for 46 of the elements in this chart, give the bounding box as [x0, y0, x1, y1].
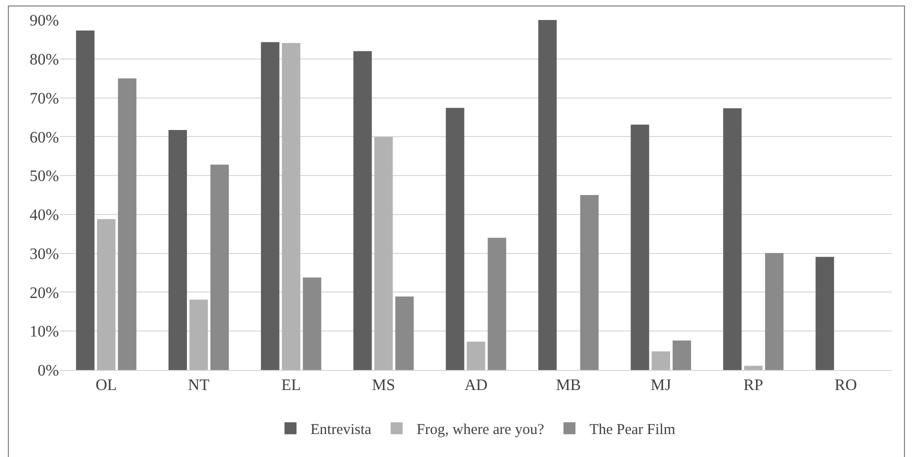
x-tick-label: RO [834, 377, 857, 394]
bar [672, 340, 692, 370]
y-tick-label: 30% [30, 246, 59, 263]
y-tick-label: 20% [30, 284, 59, 302]
bar [630, 124, 650, 370]
y-tick-label: 80% [30, 51, 59, 68]
bar [466, 342, 486, 370]
x-tick-label: RP [744, 377, 764, 394]
x-tick-label: MB [556, 377, 581, 394]
x-tick-label: EL [281, 377, 301, 394]
y-tick-label: 10% [30, 324, 59, 341]
bar [76, 30, 94, 370]
bar [374, 137, 393, 370]
y-tick-label: 70% [30, 90, 59, 108]
bar [118, 78, 136, 370]
bar [282, 42, 300, 370]
bar [260, 42, 280, 370]
bar [189, 300, 208, 370]
bar [652, 351, 670, 370]
bar [97, 219, 116, 370]
bar [723, 108, 742, 370]
x-tick-label: NT [188, 377, 210, 394]
bar [446, 108, 464, 370]
x-tick-label: AD [464, 377, 488, 394]
legend-label: Entrevista [310, 422, 372, 438]
bar [168, 130, 187, 370]
y-tick-label: 0% [38, 362, 59, 380]
bar [744, 366, 763, 370]
bar [302, 277, 322, 370]
y-tick-label: 40% [30, 207, 59, 224]
y-tick-label: 60% [30, 129, 59, 146]
bar [488, 238, 506, 370]
bar [353, 51, 372, 370]
legend-label: Frog, where are you? [416, 422, 544, 438]
legend-label: The Pear Film [589, 422, 676, 438]
bar [210, 164, 229, 370]
x-tick-label: MJ [650, 377, 672, 394]
bar [538, 20, 557, 370]
x-tick-label: OL [96, 377, 117, 394]
y-tick-label: 90% [30, 12, 59, 30]
bar [765, 252, 784, 370]
bar [395, 296, 414, 370]
y-tick-label: 50% [30, 168, 59, 186]
bar [816, 256, 834, 370]
x-tick-label: MS [372, 377, 396, 394]
bar [580, 195, 599, 370]
